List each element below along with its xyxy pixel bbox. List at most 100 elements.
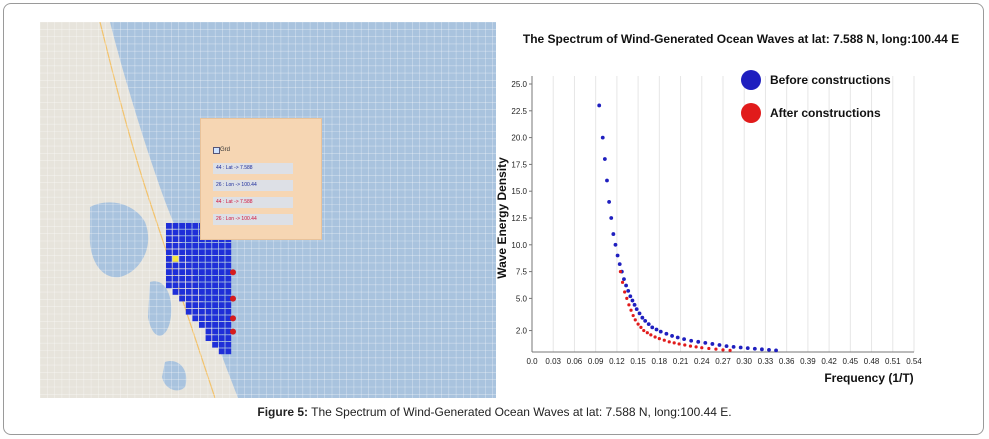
grid-cell — [192, 302, 199, 308]
grid-cell — [192, 308, 199, 315]
grid-cell — [192, 262, 199, 269]
y-tick-label: 12.5 — [511, 214, 527, 223]
x-tick-label: 0.18 — [652, 357, 668, 366]
data-point — [602, 157, 607, 161]
grid-cell — [218, 289, 225, 295]
grid-cell — [185, 269, 192, 275]
grid-cell — [179, 282, 185, 289]
legend-marker-before — [741, 70, 761, 90]
grid-cell — [218, 269, 225, 275]
grid-info-panel: Grd 44 : Lat -> 7.588 26 : Lon -> 100.44… — [200, 118, 322, 240]
x-tick-label: 0.27 — [715, 357, 731, 366]
x-tick-label: 0.51 — [885, 357, 901, 366]
grid-cell — [166, 275, 172, 282]
grid-cell — [192, 256, 199, 262]
grid-cell — [225, 348, 232, 355]
grid-checkbox[interactable] — [213, 147, 220, 154]
grid-cell — [205, 262, 212, 269]
data-point — [600, 135, 605, 140]
grid-cell — [225, 315, 232, 322]
data-point — [639, 325, 643, 329]
grid-cell — [225, 308, 232, 315]
grid-cell — [205, 295, 212, 302]
grid-cell — [172, 269, 179, 275]
grid-cell — [199, 289, 205, 295]
x-tick-label: 0.09 — [588, 357, 604, 366]
legend-label-after: After constructions — [770, 106, 881, 120]
panel-row-lat-after: 44 : Lat -> 7.588 — [213, 197, 293, 208]
grid-cell — [218, 295, 225, 302]
data-point — [632, 302, 637, 307]
grid-cell — [212, 262, 218, 269]
data-point — [703, 340, 708, 345]
grid-cell — [225, 282, 232, 289]
map-view[interactable]: Grd 44 : Lat -> 7.588 26 : Lon -> 100.44… — [40, 22, 496, 398]
caption-text: The Spectrum of Wind-Generated Ocean Wav… — [308, 405, 732, 419]
grid-cell — [192, 229, 199, 236]
grid-cell — [225, 275, 232, 282]
grid-cell — [179, 229, 185, 236]
data-point — [710, 342, 715, 346]
data-point — [658, 329, 663, 334]
data-point — [636, 322, 640, 326]
data-point — [624, 283, 628, 288]
x-tick-label: 0.12 — [609, 357, 625, 366]
grid-cell — [179, 295, 185, 302]
x-tick-label: 0.36 — [779, 357, 795, 366]
data-point — [688, 344, 693, 348]
x-tick-label: 0.21 — [673, 357, 689, 366]
grid-cell — [172, 282, 179, 289]
grid-cell — [218, 341, 225, 348]
series-before — [597, 103, 778, 353]
grid-cell — [185, 223, 192, 229]
grid-cell — [212, 256, 218, 262]
grid-cell — [192, 236, 199, 242]
data-point — [700, 346, 704, 350]
grid-cell — [205, 256, 212, 262]
grid-cell — [166, 229, 172, 236]
data-point — [662, 338, 666, 342]
grid-cell — [205, 302, 212, 308]
grid-cell — [205, 315, 212, 322]
data-point — [767, 347, 771, 352]
data-point — [738, 345, 743, 350]
grid-cell — [205, 275, 212, 282]
grid-cell — [179, 289, 185, 295]
x-tick-label: 0.45 — [843, 357, 859, 366]
grid-cell — [185, 242, 192, 249]
x-tick-label: 0.39 — [800, 357, 816, 366]
grid-cell — [225, 295, 232, 302]
data-point — [609, 216, 614, 220]
data-point — [631, 313, 635, 318]
grid-cell — [185, 249, 192, 256]
grid-cell — [179, 242, 185, 249]
grid-cell — [225, 335, 232, 341]
grid-cell — [225, 269, 232, 275]
grid-checkbox-label: Grd — [220, 147, 231, 153]
series-after — [618, 270, 732, 352]
grid-cell — [218, 302, 225, 308]
grid-cell — [212, 315, 218, 322]
study-area-cells — [166, 223, 232, 355]
grid-cell — [218, 348, 225, 355]
figure-caption: Figure 5: The Spectrum of Wind-Generated… — [0, 405, 989, 419]
grid-cell — [199, 308, 205, 315]
grid-cell — [205, 308, 212, 315]
data-point — [615, 253, 620, 258]
lagoon-small — [148, 281, 172, 336]
data-point — [731, 344, 736, 349]
grid-cell — [225, 262, 232, 269]
y-tick-label: 5.0 — [516, 294, 528, 303]
grid-cell — [166, 256, 172, 262]
x-tick-label: 0.0 — [526, 357, 538, 366]
grid-cell — [179, 249, 185, 256]
grid-cell — [205, 322, 212, 328]
grid-cell — [172, 249, 179, 256]
data-point — [645, 331, 649, 335]
grid-cell — [192, 295, 199, 302]
y-axis-title: Wave Energy Density — [496, 157, 509, 279]
grid-cell — [179, 269, 185, 275]
legend-label-before: Before constructions — [770, 73, 891, 87]
x-tick-label: 0.33 — [758, 357, 774, 366]
map-canvas — [40, 22, 496, 398]
